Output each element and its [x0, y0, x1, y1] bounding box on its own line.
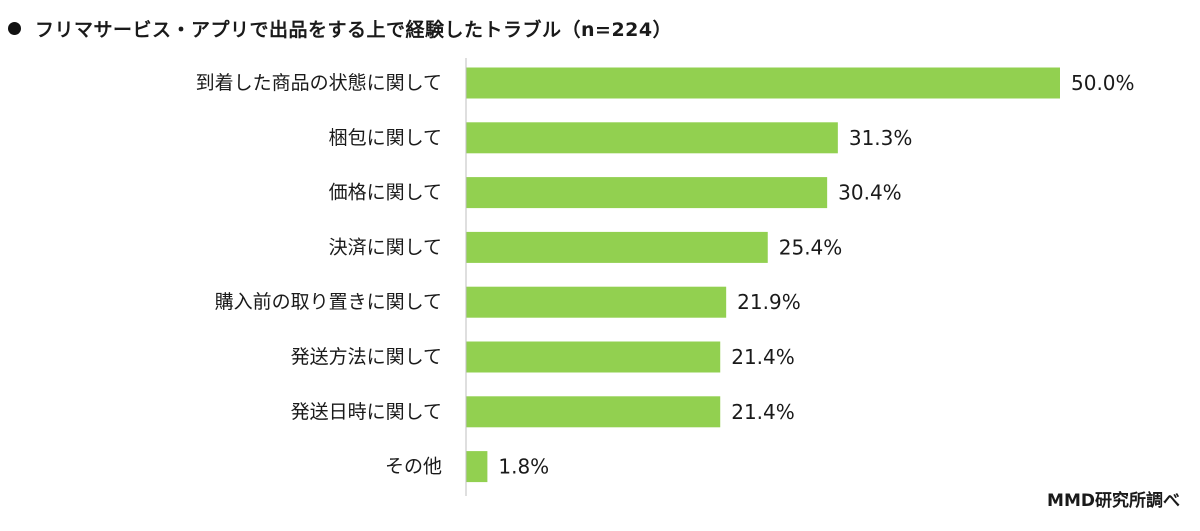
- chart-title-row: フリマサービス・アプリで出品をする上で経験したトラブル（n=224）: [8, 10, 672, 46]
- value-label: 21.4%: [731, 400, 795, 424]
- value-label: 25.4%: [779, 235, 843, 259]
- category-label: 決済に関して: [329, 236, 442, 258]
- bar: [466, 341, 721, 373]
- value-label: 31.3%: [849, 126, 913, 150]
- chart-title: フリマサービス・アプリで出品をする上で経験したトラブル（n=224）: [35, 18, 673, 41]
- source-credit: MMD研究所調べ: [1047, 491, 1180, 511]
- category-label: 到着した商品の状態に関して: [196, 72, 442, 94]
- value-label: 21.9%: [737, 290, 801, 314]
- category-label: 梱包に関して: [329, 127, 442, 149]
- value-label: 30.4%: [838, 181, 902, 205]
- bar: [466, 122, 838, 154]
- bar: [466, 286, 727, 318]
- bar: [466, 396, 721, 428]
- bar: [466, 67, 1060, 99]
- category-label: その他: [385, 456, 442, 478]
- bar: [466, 451, 488, 483]
- bar: [466, 231, 768, 263]
- value-label: 21.4%: [731, 345, 795, 369]
- category-label: 購入前の取り置きに関して: [215, 291, 442, 313]
- bullet-icon: [8, 21, 21, 35]
- category-label: 価格に関して: [329, 182, 442, 204]
- bar: [466, 177, 828, 209]
- value-label: 50.0%: [1071, 71, 1135, 95]
- value-label: 1.8%: [498, 455, 549, 479]
- category-label: 発送方法に関して: [291, 346, 442, 368]
- category-label: 発送日時に関して: [291, 401, 442, 423]
